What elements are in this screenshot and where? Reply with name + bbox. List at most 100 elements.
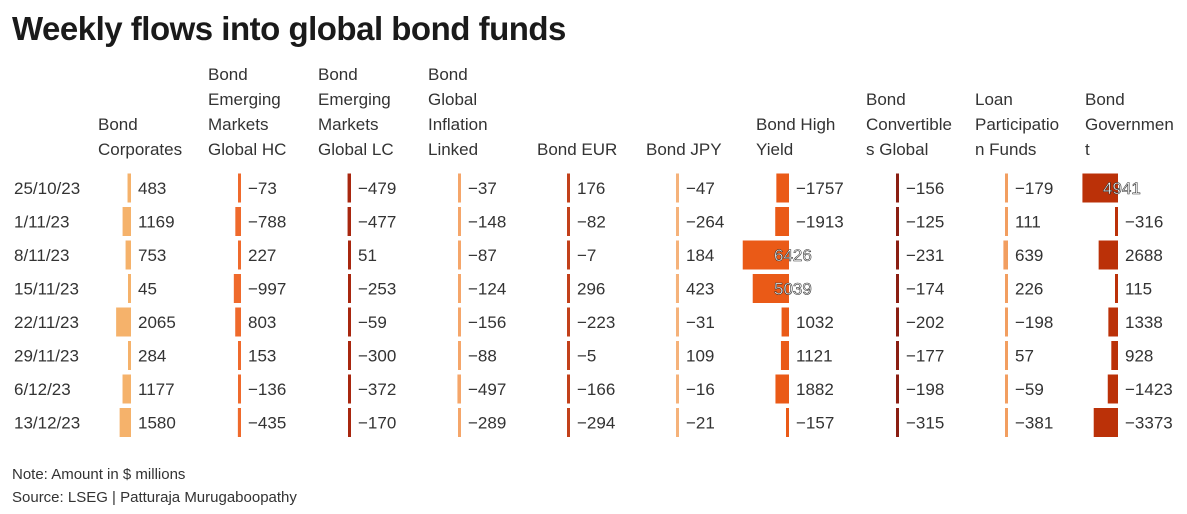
value-label: −59 xyxy=(1015,380,1044,399)
value-label: 1121 xyxy=(796,347,833,366)
column-header: Global xyxy=(428,90,477,109)
bar xyxy=(1005,173,1008,203)
bar xyxy=(896,307,899,337)
value-label: 6426 xyxy=(774,246,812,265)
bar xyxy=(1098,240,1118,270)
row-label: 13/12/23 xyxy=(14,414,80,433)
bar xyxy=(896,207,899,236)
value-label: 5039 xyxy=(774,280,812,299)
value-label: −21 xyxy=(686,414,715,433)
value-label: 1177 xyxy=(138,380,175,399)
bar xyxy=(896,173,899,203)
value-label: −174 xyxy=(906,280,944,299)
value-label: −381 xyxy=(1015,414,1053,433)
bar xyxy=(128,341,131,370)
column-header: Bond xyxy=(866,90,906,109)
bar xyxy=(347,173,351,203)
value-label: −997 xyxy=(248,280,286,299)
value-label: −315 xyxy=(906,414,944,433)
value-label: −198 xyxy=(1015,313,1053,332)
bar xyxy=(458,341,461,370)
bar xyxy=(128,274,131,303)
value-label: −372 xyxy=(358,380,396,399)
bar xyxy=(742,240,789,270)
bar xyxy=(348,341,351,370)
value-label: 296 xyxy=(577,280,605,299)
bar xyxy=(896,408,899,437)
bar xyxy=(237,408,241,437)
bar xyxy=(676,307,679,337)
bar xyxy=(1005,408,1008,437)
value-label: −1913 xyxy=(796,213,844,232)
bar xyxy=(235,307,241,337)
bar xyxy=(676,341,679,370)
column-header: Bond EUR xyxy=(537,140,617,159)
bar xyxy=(458,173,461,203)
value-label: −497 xyxy=(468,380,506,399)
value-label: 1032 xyxy=(796,313,834,332)
value-label: 928 xyxy=(1125,347,1153,366)
bar xyxy=(896,341,899,370)
value-label: −156 xyxy=(468,313,506,332)
column-header: Emerging xyxy=(318,90,391,109)
column-header: Bond xyxy=(318,65,358,84)
column-header: Markets xyxy=(318,115,378,134)
column-header: Yield xyxy=(756,140,793,159)
bar xyxy=(567,408,570,437)
column-header: Corporates xyxy=(98,140,182,159)
bar xyxy=(567,240,570,270)
bar xyxy=(238,173,241,203)
bar xyxy=(458,207,461,236)
value-label: −170 xyxy=(358,414,396,433)
bar xyxy=(347,207,351,236)
value-label: −435 xyxy=(248,414,286,433)
column-header: Bond xyxy=(98,115,138,134)
value-label: 1169 xyxy=(138,213,175,232)
row-label: 15/11/23 xyxy=(14,280,79,299)
column-header: Bond High xyxy=(756,115,835,134)
value-label: 803 xyxy=(248,313,276,332)
value-label: −316 xyxy=(1125,213,1163,232)
column-header: Participatio xyxy=(975,115,1059,134)
value-label: −124 xyxy=(468,280,506,299)
bar xyxy=(567,374,570,404)
bar xyxy=(348,408,351,437)
value-label: 753 xyxy=(138,246,166,265)
value-label: 284 xyxy=(138,347,166,366)
column-header: Governmen xyxy=(1085,115,1174,134)
value-label: 1882 xyxy=(796,380,834,399)
bar xyxy=(119,408,131,437)
bar xyxy=(781,307,789,337)
column-header: s Global xyxy=(866,140,928,159)
value-label: −179 xyxy=(1015,179,1053,198)
value-label: −300 xyxy=(358,347,396,366)
value-label: −3373 xyxy=(1125,414,1173,433)
value-label: −88 xyxy=(468,347,497,366)
bar xyxy=(458,274,461,303)
bar xyxy=(125,240,131,270)
value-label: −125 xyxy=(906,213,944,232)
value-label: −157 xyxy=(796,414,834,433)
value-label: 57 xyxy=(1015,347,1034,366)
value-label: −294 xyxy=(577,414,615,433)
bar xyxy=(238,240,241,270)
row-label: 8/11/23 xyxy=(14,246,69,265)
bar xyxy=(233,274,241,303)
value-label: −5 xyxy=(577,347,596,366)
column-header: Bond xyxy=(428,65,468,84)
bar xyxy=(896,240,899,270)
value-label: −202 xyxy=(906,313,944,332)
value-label: −156 xyxy=(906,179,944,198)
bar xyxy=(457,374,461,404)
value-label: 2065 xyxy=(138,313,176,332)
value-label: 45 xyxy=(138,280,157,299)
bar xyxy=(676,374,679,404)
bar xyxy=(775,374,789,404)
value-label: −59 xyxy=(358,313,387,332)
bar xyxy=(752,274,789,303)
bar xyxy=(675,274,679,303)
column-header: Bond xyxy=(208,65,248,84)
value-label: −87 xyxy=(468,246,497,265)
value-label: 483 xyxy=(138,179,166,198)
